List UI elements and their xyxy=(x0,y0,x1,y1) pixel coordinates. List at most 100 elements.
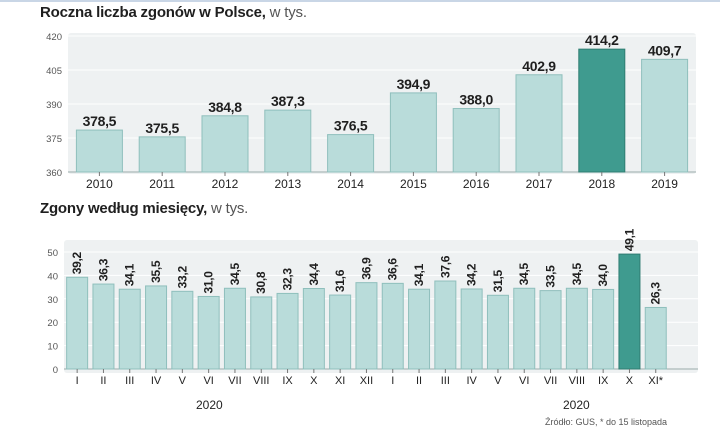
monthly-bar xyxy=(302,288,325,370)
monthly-bar xyxy=(250,296,273,370)
monthly-title-text: Zgony według miesięcy, xyxy=(40,200,208,217)
annual-bar xyxy=(75,129,123,173)
monthly-value-label: 36,6 xyxy=(386,258,400,281)
monthly-x-tick-label: I xyxy=(391,375,394,387)
annual-title-unit: w tys. xyxy=(265,4,307,21)
top-rule xyxy=(0,0,720,2)
monthly-bar xyxy=(329,294,352,370)
monthly-bar xyxy=(92,283,115,370)
annual-value-label: 402,9 xyxy=(522,58,556,74)
monthly-x-tick-label: IV xyxy=(151,375,162,387)
monthly-bar xyxy=(276,292,299,370)
monthly-value-label: 34,1 xyxy=(123,263,137,286)
monthly-chart-title: Zgony według miesięcy, w tys. xyxy=(40,200,248,217)
annual-x-tick-label: 2019 xyxy=(651,177,678,191)
annual-y-tick-label: 360 xyxy=(46,168,62,179)
year-group-label: 2020 xyxy=(196,398,223,412)
annual-value-label: 387,3 xyxy=(271,93,305,109)
annual-x-tick-label: 2012 xyxy=(212,177,239,191)
year-group-label: 2020 xyxy=(563,398,590,412)
monthly-value-label: 31,6 xyxy=(333,269,347,292)
annual-x-tick-label: 2017 xyxy=(526,177,553,191)
monthly-bar xyxy=(539,290,562,370)
monthly-value-label: 34,5 xyxy=(228,262,242,285)
annual-value-label: 378,5 xyxy=(83,113,117,129)
monthly-bar xyxy=(618,253,641,370)
monthly-x-tick-label: VIII xyxy=(253,375,270,387)
monthly-bar xyxy=(565,287,588,370)
monthly-x-tick-label: VII xyxy=(544,375,557,387)
annual-y-tick-label: 375 xyxy=(46,134,62,145)
monthly-x-tick-label: I xyxy=(76,375,79,387)
monthly-x-tick-label: II xyxy=(416,375,422,387)
monthly-bar xyxy=(197,295,220,370)
annual-x-tick-label: 2015 xyxy=(400,177,427,191)
annual-bar xyxy=(641,58,689,173)
monthly-bar xyxy=(460,288,483,370)
monthly-value-label: 33,2 xyxy=(175,266,189,289)
annual-bar xyxy=(327,134,375,173)
annual-value-label: 384,8 xyxy=(208,99,242,115)
monthly-bar xyxy=(145,285,168,370)
annual-value-label: 375,5 xyxy=(145,120,179,136)
annual-value-label: 414,2 xyxy=(585,32,619,48)
monthly-x-tick-label: IX xyxy=(598,375,609,387)
annual-bar xyxy=(515,74,563,173)
monthly-y-tick-label: 30 xyxy=(47,295,58,306)
monthly-value-label: 34,0 xyxy=(596,264,610,287)
source-note: Źródło: GUS, * do 15 listopada xyxy=(545,417,668,427)
annual-y-tick-label: 405 xyxy=(46,66,62,77)
monthly-bar xyxy=(66,276,89,370)
annual-bar xyxy=(389,92,437,173)
monthly-x-tick-label: IV xyxy=(466,375,477,387)
annual-x-tick-label: 2010 xyxy=(86,177,113,191)
monthly-x-tick-label: III xyxy=(125,375,134,387)
annual-bar xyxy=(264,109,312,173)
monthly-y-tick-label: 10 xyxy=(47,342,58,353)
monthly-value-label: 39,2 xyxy=(70,251,84,274)
monthly-value-label: 26,3 xyxy=(649,282,663,305)
monthly-bar xyxy=(592,288,615,370)
monthly-x-tick-label: VIII xyxy=(569,375,586,387)
monthly-value-label: 36,3 xyxy=(96,258,110,281)
monthly-value-label: 33,5 xyxy=(544,265,558,288)
annual-bar xyxy=(452,108,500,173)
monthly-bar xyxy=(381,282,404,370)
annual-y-tick-label: 420 xyxy=(46,32,62,43)
monthly-x-tick-label: V xyxy=(494,375,502,387)
monthly-x-tick-label: II xyxy=(100,375,106,387)
annual-x-tick-label: 2018 xyxy=(588,177,615,191)
monthly-x-tick-label: IX xyxy=(282,375,293,387)
annual-x-tick-label: 2013 xyxy=(274,177,301,191)
monthly-title-unit: w tys. xyxy=(207,200,249,217)
monthly-y-tick-label: 40 xyxy=(47,271,58,282)
annual-value-label: 409,7 xyxy=(648,42,682,58)
monthly-value-label: 34,5 xyxy=(570,262,584,285)
monthly-value-label: 49,1 xyxy=(622,228,636,251)
monthly-y-tick-label: 20 xyxy=(47,318,58,329)
monthly-x-tick-label: X xyxy=(626,375,634,387)
monthly-bar xyxy=(644,306,667,370)
monthly-bar xyxy=(513,287,536,370)
monthly-value-label: 34,1 xyxy=(412,263,426,286)
monthly-value-label: 32,3 xyxy=(281,268,295,291)
monthly-bar xyxy=(408,288,431,370)
annual-y-tick-label: 390 xyxy=(46,100,62,111)
monthly-x-tick-label: X xyxy=(310,375,318,387)
monthly-value-label: 36,9 xyxy=(359,257,373,280)
monthly-x-tick-label: VII xyxy=(228,375,241,387)
monthly-value-label: 35,5 xyxy=(149,260,163,283)
monthly-x-tick-label: VI xyxy=(519,375,529,387)
monthly-value-label: 30,8 xyxy=(254,271,268,294)
monthly-value-label: 31,5 xyxy=(491,270,505,293)
monthly-bar xyxy=(118,288,141,370)
annual-x-tick-label: 2016 xyxy=(463,177,490,191)
annual-bar xyxy=(138,136,186,173)
monthly-value-label: 34,4 xyxy=(307,263,321,286)
annual-value-label: 388,0 xyxy=(459,92,493,108)
monthly-x-tick-label: XI xyxy=(335,375,345,387)
monthly-bar xyxy=(355,282,378,370)
annual-bar xyxy=(578,48,626,173)
monthly-value-label: 37,6 xyxy=(438,255,452,278)
